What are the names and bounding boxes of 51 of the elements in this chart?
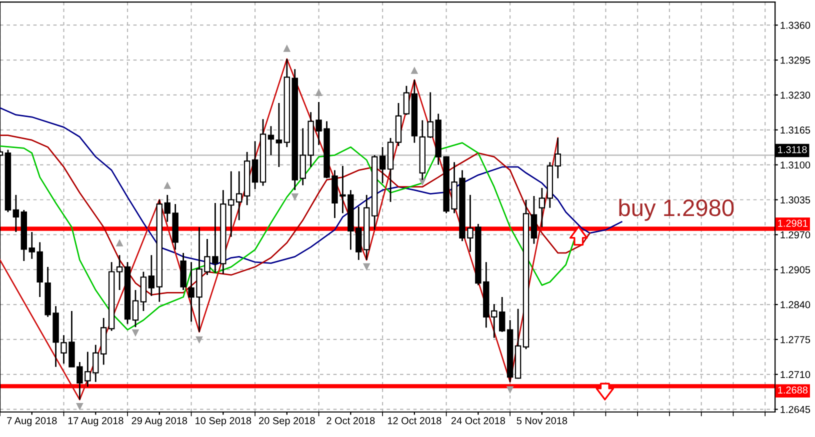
x-tick-label: 10 Sep 2018 <box>196 417 252 426</box>
point <box>164 182 172 189</box>
ref-line-label: 1.3118 <box>778 146 807 154</box>
y-tick-label: 1.3360 <box>780 22 810 29</box>
candlestick <box>530 195 538 245</box>
y-tick-label: 1.2840 <box>780 301 810 308</box>
x-tick-label: 20 Sep 2018 <box>259 417 315 426</box>
y-tick-label: 1.3230 <box>780 92 810 99</box>
candlestick <box>132 289 139 328</box>
y-tick-label: 1.3165 <box>780 126 810 134</box>
x-tick-label: 2 Oct 2018 <box>326 417 375 424</box>
candlestick <box>554 137 561 179</box>
point <box>196 336 203 344</box>
candlestick <box>148 254 155 297</box>
candlestick <box>236 170 242 221</box>
point <box>132 329 140 337</box>
ref-line-label: 1.2981 <box>778 220 808 227</box>
y-tick-label: 1.2710 <box>780 371 810 378</box>
point <box>506 386 514 394</box>
point <box>283 44 291 52</box>
point <box>291 193 299 201</box>
candlestick <box>12 194 20 233</box>
candlestick <box>252 140 258 190</box>
x-tick-label: 12 Oct 2018 <box>388 417 442 424</box>
candlestick <box>116 254 123 291</box>
candlestick <box>403 85 410 116</box>
line-series <box>0 134 590 296</box>
ref-line-label: 1.2688 <box>778 386 808 394</box>
x-tick-label: 29 Aug 2018 <box>132 417 188 426</box>
point <box>410 66 418 74</box>
y-tick-label: 1.3035 <box>780 196 810 204</box>
x-tick-label: 24 Oct 2018 <box>451 417 505 424</box>
point <box>76 402 84 410</box>
x-tick-label: 5 Nov 2018 <box>516 417 568 424</box>
x-tick-label: 7 Aug 2018 <box>7 417 57 426</box>
candlestick <box>379 146 386 184</box>
y-tick-label: 1.3295 <box>780 56 810 64</box>
y-tick-label: 1.2905 <box>780 266 810 274</box>
point <box>362 263 370 271</box>
candlestick <box>498 296 506 333</box>
y-tick-label: 1.2970 <box>780 231 810 238</box>
annotation: buy 1.2980 <box>619 198 734 221</box>
y-tick-label: 1.3100 <box>780 161 810 169</box>
candlestick <box>276 102 282 168</box>
candlestick <box>538 187 546 228</box>
x-tick-label: 17 Aug 2018 <box>68 417 124 426</box>
candlestick <box>268 125 274 156</box>
y-tick-label: 1.2775 <box>780 336 810 344</box>
y-tick-label: 1.2645 <box>780 406 810 414</box>
point <box>116 239 124 246</box>
point <box>315 88 322 96</box>
